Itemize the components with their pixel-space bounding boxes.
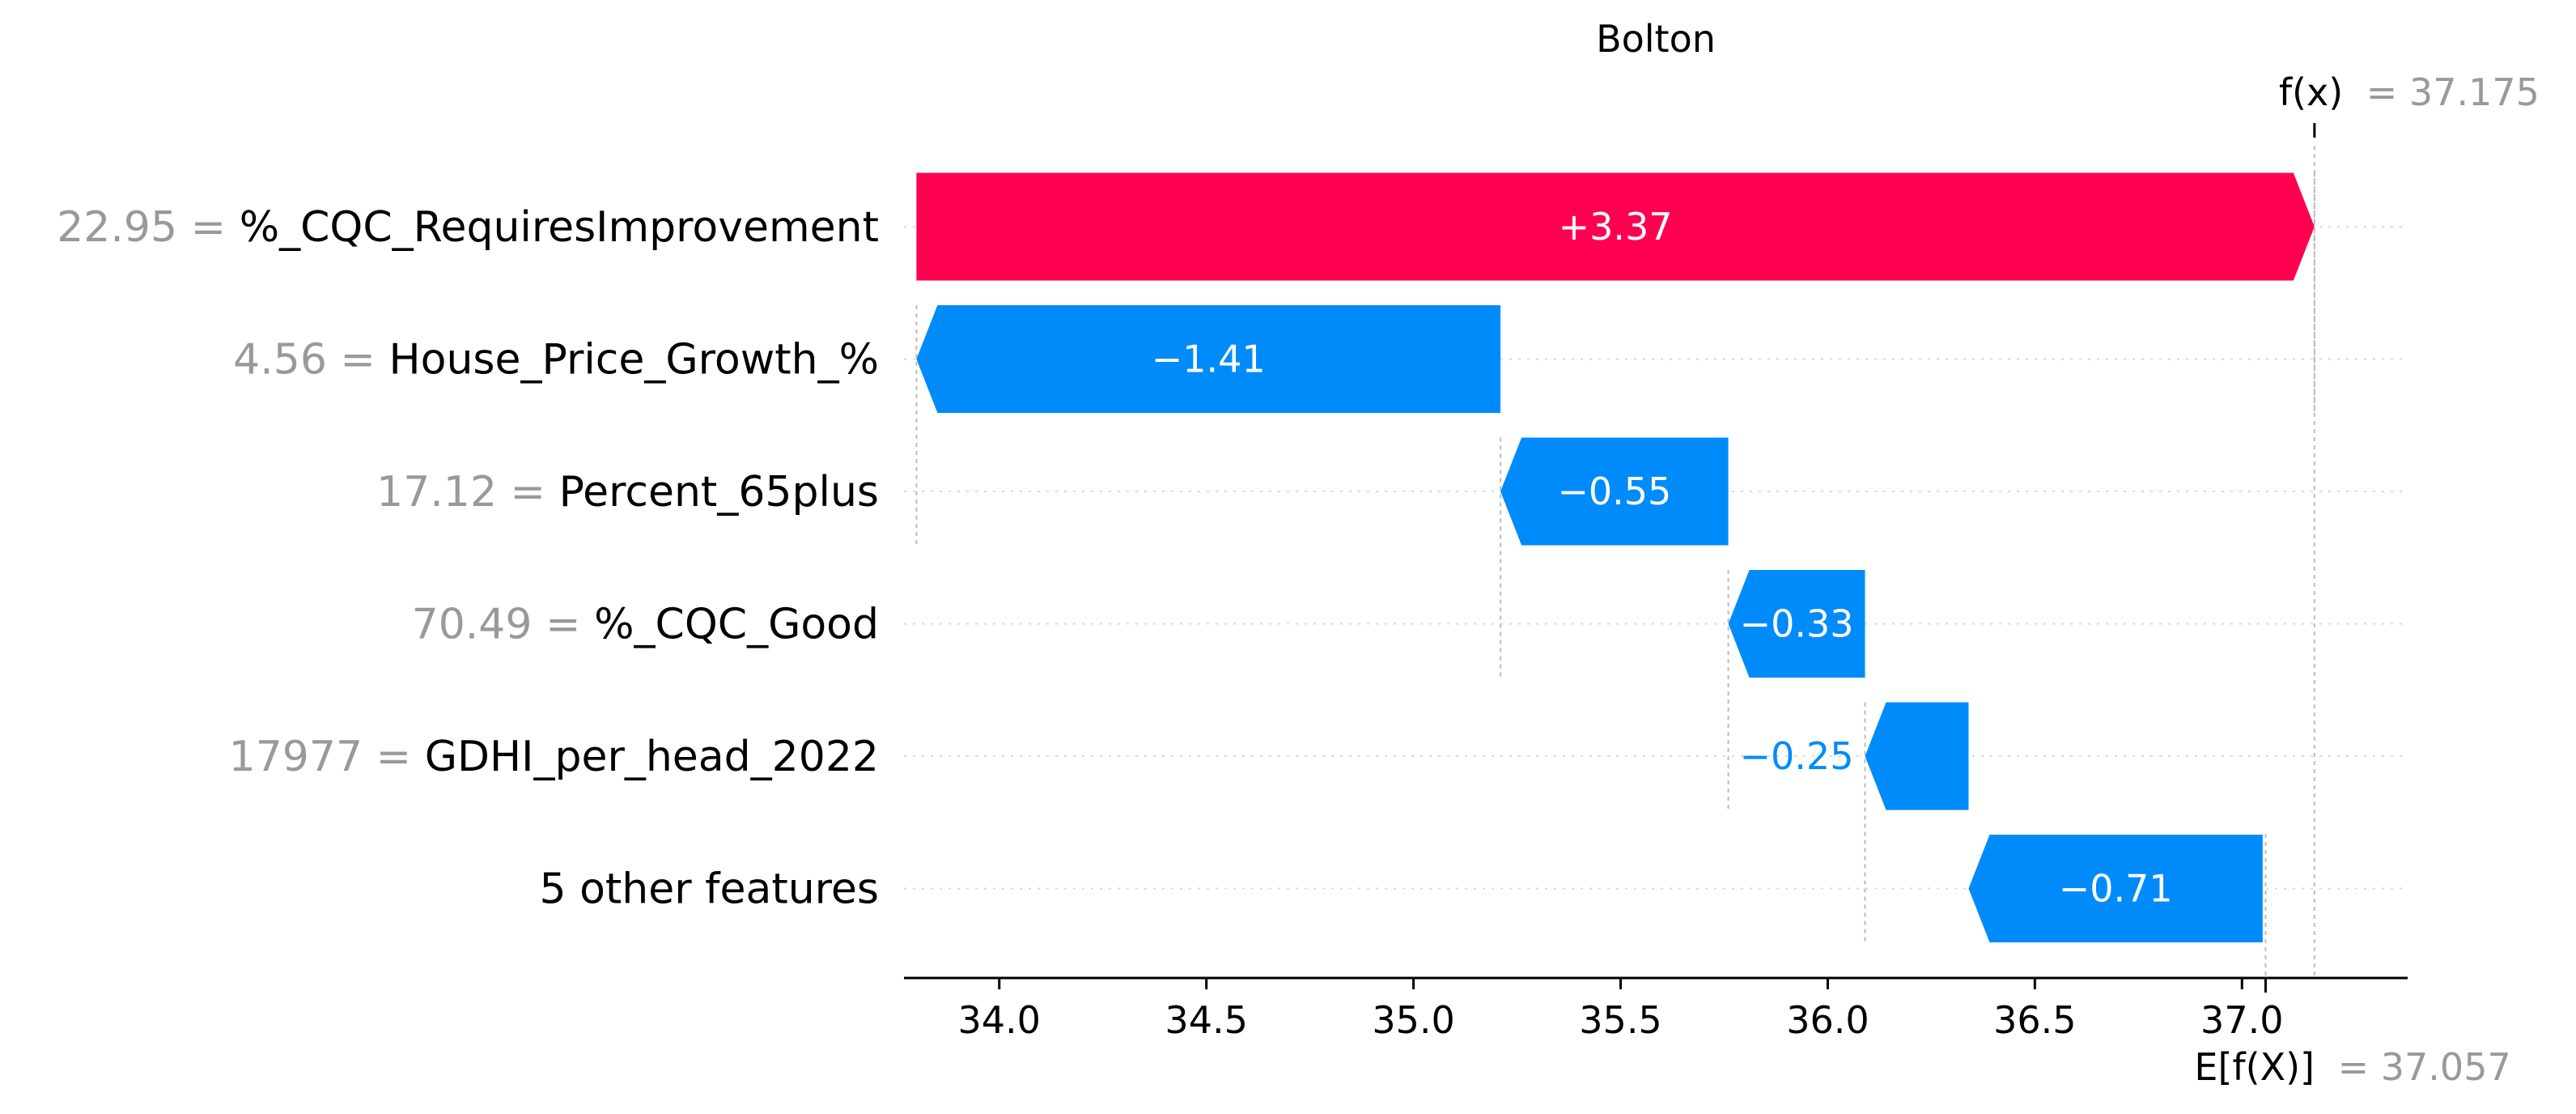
feature-label: 70.49 = %_CQC_Good	[412, 601, 879, 649]
x-tick-label: 35.0	[1372, 998, 1454, 1042]
base-value-prefix: E[f(X)]	[2194, 1045, 2315, 1089]
x-tick-label: 34.5	[1165, 998, 1247, 1042]
base-value-number: = 37.057	[2338, 1045, 2511, 1089]
feature-name: GDHI_per_head_2022	[425, 733, 879, 781]
output-value-annotation: f(x) = 37.175	[2279, 70, 2540, 978]
x-axis-ticks: 34.0 34.5 35.0 35.5 36.0 36.5 37.0	[958, 978, 2284, 1042]
bar-value-label: −0.71	[2059, 867, 2173, 911]
output-value-label: f(x) = 37.175	[2279, 70, 2540, 114]
feature-label: 22.95 = %_CQC_RequiresImprovement	[57, 203, 879, 252]
chart-title: Bolton	[1596, 17, 1716, 61]
bar-value-label: +3.37	[1559, 205, 1673, 249]
feature-name: House_Price_Growth_%	[389, 336, 879, 385]
feature-label: 5 other features	[539, 865, 879, 914]
bar-value-label: −0.55	[1557, 470, 1671, 513]
feature-name: 5 other features	[539, 865, 879, 914]
output-value-prefix: f(x)	[2279, 70, 2343, 114]
feature-value: 22.95 =	[57, 203, 240, 252]
feature-label: 17.12 = Percent_65plus	[376, 468, 879, 517]
x-tick-label: 37.0	[2200, 998, 2283, 1042]
feature-name: %_CQC_Good	[594, 601, 879, 649]
feature-value: 4.56 =	[233, 336, 388, 385]
feature-value: 70.49 =	[412, 601, 595, 649]
connector-lines	[916, 173, 2314, 943]
bar-value-label: −0.25	[1740, 734, 1854, 778]
feature-value: 17977 =	[229, 733, 425, 781]
base-value-label: E[f(X)] = 37.057	[2194, 1045, 2510, 1089]
output-value-number: = 37.175	[2366, 70, 2540, 114]
x-tick-label: 36.0	[1786, 998, 1869, 1042]
x-tick-label: 34.0	[958, 998, 1041, 1042]
feature-name: Percent_65plus	[559, 468, 879, 517]
bars: +3.37 −1.41 −0.55 −0.33 −0.25 −0.71	[916, 173, 2314, 943]
feature-labels: 22.95 = %_CQC_RequiresImprovement 4.56 = …	[57, 203, 879, 914]
x-tick-label: 36.5	[1993, 998, 2076, 1042]
feature-name: %_CQC_RequiresImprovement	[240, 203, 879, 252]
feature-label: 17977 = GDHI_per_head_2022	[229, 733, 879, 781]
bar-value-label: −1.41	[1152, 338, 1266, 381]
bar-value-label: −0.33	[1740, 602, 1854, 646]
feature-label: 4.56 = House_Price_Growth_%	[233, 336, 879, 385]
x-tick-label: 35.5	[1579, 998, 1661, 1042]
feature-value: 17.12 =	[376, 468, 559, 517]
waterfall-bar	[1865, 703, 1968, 810]
